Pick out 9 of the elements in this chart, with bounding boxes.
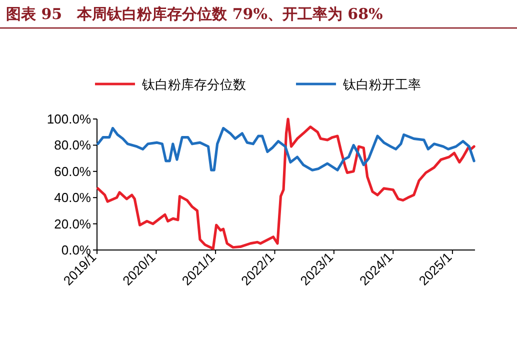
legend-label: 钛白粉库存分位数 (141, 77, 246, 92)
y-tick-label: 80.0% (54, 138, 92, 153)
y-tick-label: 20.0% (54, 216, 92, 232)
y-tick-label: 100.0% (46, 112, 92, 126)
y-tick-label: 60.0% (54, 164, 92, 179)
legend-label: 钛白粉开工率 (342, 77, 421, 92)
chart-title: 图表 95 本周钛白粉库存分位数 79%、开工率为 68% (6, 5, 383, 23)
y-tick-label: 40.0% (54, 190, 92, 206)
line-series (96, 126, 476, 172)
